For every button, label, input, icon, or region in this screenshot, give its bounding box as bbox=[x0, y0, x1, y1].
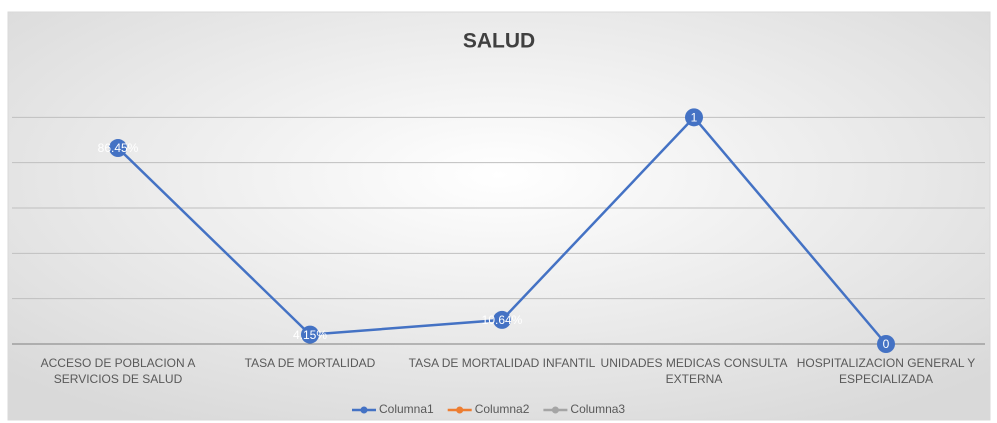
point bbox=[877, 335, 895, 353]
legend-label: Columna3 bbox=[570, 402, 625, 416]
legend-marker bbox=[360, 406, 368, 414]
data-label: 1 bbox=[691, 111, 698, 125]
label-line: SERVICIOS DE SALUD bbox=[54, 372, 183, 386]
legend-label: Columna2 bbox=[475, 402, 530, 416]
data-label: 10.64% bbox=[482, 313, 523, 327]
x-tick-label: ACCESO DE POBLACION A SERVICIOS DE SALUD bbox=[41, 356, 196, 386]
legend-marker bbox=[456, 406, 464, 414]
point bbox=[493, 310, 511, 329]
legend-label: Columna1 bbox=[379, 402, 434, 416]
data-label: 4.15% bbox=[293, 328, 327, 342]
legend-marker bbox=[551, 406, 559, 414]
label-line: UNIDADES MEDICAS CONSULTA bbox=[601, 356, 788, 370]
x-tick-label: TASA DE MORTALIDAD bbox=[245, 356, 376, 370]
label-line: EXTERNA bbox=[666, 372, 723, 386]
label-line: HOSPITALIZACION GENERAL Y bbox=[797, 356, 976, 370]
point bbox=[685, 108, 703, 127]
data-label: 86.45% bbox=[98, 141, 139, 155]
point bbox=[109, 139, 127, 158]
chart-area bbox=[7, 11, 991, 421]
label-line: TASA DE MORTALIDAD bbox=[245, 356, 376, 370]
label-line: TASA DE MORTALIDAD INFANTIL bbox=[409, 356, 596, 370]
label-line: ESPECIALIZADA bbox=[839, 372, 933, 386]
data-label: 0 bbox=[883, 337, 890, 351]
chart-title: SALUD bbox=[463, 30, 535, 53]
x-tick-label: TASA DE MORTALIDAD INFANTIL bbox=[409, 356, 596, 370]
label-line: ACCESO DE POBLACION A bbox=[41, 356, 196, 370]
x-tick-label: HOSPITALIZACION GENERAL Y ESPECIALIZADA bbox=[797, 356, 976, 386]
point bbox=[301, 325, 319, 344]
x-tick-label: UNIDADES MEDICAS CONSULTA EXTERNA bbox=[601, 356, 788, 386]
